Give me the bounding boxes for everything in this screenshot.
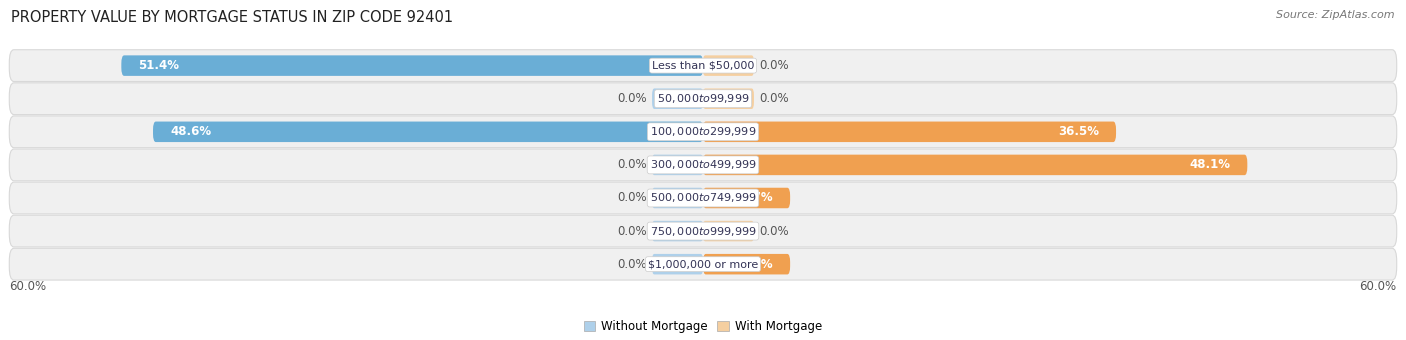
FancyBboxPatch shape <box>10 116 1396 148</box>
Text: 0.0%: 0.0% <box>617 92 647 105</box>
Text: 0.0%: 0.0% <box>759 59 789 72</box>
Text: Source: ZipAtlas.com: Source: ZipAtlas.com <box>1277 10 1395 20</box>
FancyBboxPatch shape <box>703 55 754 76</box>
FancyBboxPatch shape <box>652 221 703 241</box>
FancyBboxPatch shape <box>652 88 703 109</box>
FancyBboxPatch shape <box>703 254 790 274</box>
FancyBboxPatch shape <box>703 121 1116 142</box>
Text: 0.0%: 0.0% <box>617 158 647 171</box>
Text: 0.0%: 0.0% <box>759 92 789 105</box>
Text: $1,000,000 or more: $1,000,000 or more <box>648 259 758 269</box>
FancyBboxPatch shape <box>10 182 1396 214</box>
Text: 48.6%: 48.6% <box>170 125 211 138</box>
Text: $750,000 to $999,999: $750,000 to $999,999 <box>650 225 756 238</box>
FancyBboxPatch shape <box>703 188 790 208</box>
Text: 7.7%: 7.7% <box>741 258 773 271</box>
Text: $500,000 to $749,999: $500,000 to $749,999 <box>650 191 756 204</box>
Text: PROPERTY VALUE BY MORTGAGE STATUS IN ZIP CODE 92401: PROPERTY VALUE BY MORTGAGE STATUS IN ZIP… <box>11 10 453 25</box>
FancyBboxPatch shape <box>703 221 754 241</box>
Text: 60.0%: 60.0% <box>1360 280 1396 293</box>
Text: $100,000 to $299,999: $100,000 to $299,999 <box>650 125 756 138</box>
FancyBboxPatch shape <box>10 215 1396 247</box>
Text: 7.7%: 7.7% <box>741 191 773 204</box>
Text: Less than $50,000: Less than $50,000 <box>652 61 754 71</box>
FancyBboxPatch shape <box>10 83 1396 115</box>
Legend: Without Mortgage, With Mortgage: Without Mortgage, With Mortgage <box>579 315 827 338</box>
FancyBboxPatch shape <box>652 155 703 175</box>
Text: 60.0%: 60.0% <box>10 280 46 293</box>
FancyBboxPatch shape <box>703 88 754 109</box>
FancyBboxPatch shape <box>652 188 703 208</box>
Text: 36.5%: 36.5% <box>1059 125 1099 138</box>
Text: 0.0%: 0.0% <box>617 258 647 271</box>
Text: 48.1%: 48.1% <box>1189 158 1230 171</box>
FancyBboxPatch shape <box>121 55 703 76</box>
Text: 0.0%: 0.0% <box>759 225 789 238</box>
Text: $300,000 to $499,999: $300,000 to $499,999 <box>650 158 756 171</box>
Text: 0.0%: 0.0% <box>617 225 647 238</box>
FancyBboxPatch shape <box>153 121 703 142</box>
FancyBboxPatch shape <box>652 254 703 274</box>
FancyBboxPatch shape <box>10 50 1396 82</box>
Text: $50,000 to $99,999: $50,000 to $99,999 <box>657 92 749 105</box>
FancyBboxPatch shape <box>703 155 1247 175</box>
Text: 51.4%: 51.4% <box>138 59 180 72</box>
FancyBboxPatch shape <box>10 248 1396 280</box>
FancyBboxPatch shape <box>10 149 1396 181</box>
Text: 0.0%: 0.0% <box>617 191 647 204</box>
